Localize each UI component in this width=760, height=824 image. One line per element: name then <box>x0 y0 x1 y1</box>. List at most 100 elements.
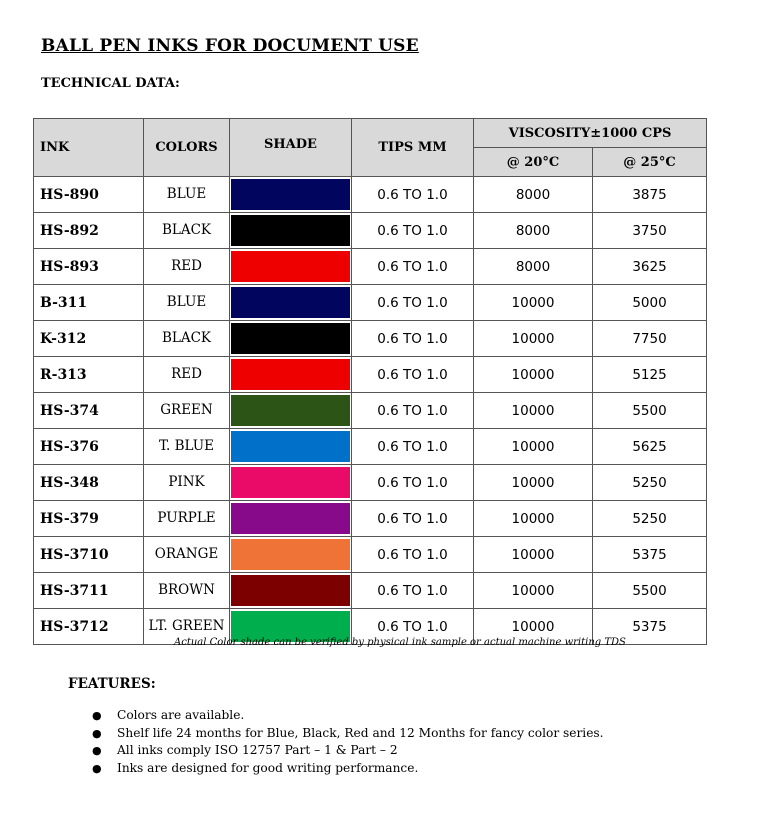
ink-code-cell: HS-893 <box>33 248 144 285</box>
header-colors: COLORS <box>143 118 230 177</box>
tips-cell: 0.6 TO 1.0 <box>351 536 474 573</box>
shade-cell <box>229 248 352 285</box>
ink-code-cell: HS-890 <box>33 176 144 213</box>
tips-cell: 0.6 TO 1.0 <box>351 284 474 321</box>
shade-swatch <box>231 179 350 210</box>
table-row: K-312 BLACK 0.6 TO 1.0 10000 7750 <box>33 320 708 357</box>
viscosity-25c-cell: 5625 <box>591 428 708 465</box>
ink-code-cell: HS-374 <box>33 392 144 429</box>
color-name-cell: BLUE <box>143 284 230 321</box>
table-row: HS-890 BLUE 0.6 TO 1.0 8000 3875 <box>33 176 708 213</box>
header-viscosity-20c: @ 20°C <box>473 147 593 177</box>
tips-cell: 0.6 TO 1.0 <box>351 320 474 357</box>
ink-code-cell: R-313 <box>33 356 144 393</box>
shade-swatch <box>231 467 350 498</box>
viscosity-25c-cell: 5375 <box>591 608 708 645</box>
viscosity-20c-cell: 10000 <box>473 608 593 645</box>
shade-cell <box>229 428 352 465</box>
viscosity-20c-cell: 8000 <box>473 176 593 213</box>
shade-swatch <box>231 215 350 246</box>
ink-code-cell: B-311 <box>33 284 144 321</box>
shade-cell <box>229 320 352 357</box>
ink-code-cell: K-312 <box>33 320 144 357</box>
shade-swatch <box>231 575 350 606</box>
viscosity-20c-cell: 10000 <box>473 500 593 537</box>
color-name-cell: PURPLE <box>143 500 230 537</box>
tips-cell: 0.6 TO 1.0 <box>351 392 474 429</box>
viscosity-25c-cell: 5250 <box>591 464 708 501</box>
table-row: HS-893 RED 0.6 TO 1.0 8000 3625 <box>33 248 708 285</box>
viscosity-20c-cell: 10000 <box>473 572 593 609</box>
table-row: R-313 RED 0.6 TO 1.0 10000 5125 <box>33 356 708 393</box>
ink-code-cell: HS-376 <box>33 428 144 465</box>
ink-specs-table: INK COLORS SHADE TIPS MM VISCOSITY±1000 … <box>33 118 708 645</box>
table-row: HS-3712 LT. GREEN 0.6 TO 1.0 10000 5375 <box>33 608 708 645</box>
document-title: BALL PEN INKS FOR DOCUMENT USE <box>41 36 419 56</box>
color-name-cell: BLACK <box>143 320 230 357</box>
viscosity-25c-cell: 5375 <box>591 536 708 573</box>
feature-text: Shelf life 24 months for Blue, Black, Re… <box>117 725 604 740</box>
shade-swatch <box>231 539 350 570</box>
viscosity-20c-cell: 10000 <box>473 392 593 429</box>
table-row: HS-3711 BROWN 0.6 TO 1.0 10000 5500 <box>33 572 708 609</box>
table-row: HS-379 PURPLE 0.6 TO 1.0 10000 5250 <box>33 500 708 537</box>
viscosity-20c-cell: 10000 <box>473 536 593 573</box>
header-viscosity: VISCOSITY±1000 CPS <box>472 118 708 148</box>
shade-cell <box>229 356 352 393</box>
color-name-cell: BLUE <box>143 176 230 213</box>
header-shade: SHADE <box>229 118 352 177</box>
shade-swatch <box>231 359 350 390</box>
color-name-cell: GREEN <box>143 392 230 429</box>
shade-swatch <box>231 251 350 282</box>
shade-swatch <box>231 431 350 462</box>
color-name-cell: RED <box>143 248 230 285</box>
shade-cell <box>229 212 352 249</box>
header-ink: INK <box>33 118 144 177</box>
features-list: ● Colors are available. ● Shelf life 24 mon… <box>92 707 604 777</box>
ink-code-cell: HS-348 <box>33 464 144 501</box>
ink-code-cell: HS-3711 <box>33 572 144 609</box>
table-row: HS-376 T. BLUE 0.6 TO 1.0 10000 5625 <box>33 428 708 465</box>
shade-verification-note: Actual Color shade can be verified by ph… <box>174 637 626 648</box>
header-viscosity-25c: @ 25°C <box>591 147 708 177</box>
shade-swatch <box>231 395 350 426</box>
shade-cell <box>229 284 352 321</box>
tips-cell: 0.6 TO 1.0 <box>351 428 474 465</box>
ink-code-cell: HS-3712 <box>33 608 144 645</box>
viscosity-25c-cell: 3625 <box>591 248 708 285</box>
tips-cell: 0.6 TO 1.0 <box>351 176 474 213</box>
shade-cell <box>229 176 352 213</box>
viscosity-20c-cell: 8000 <box>473 248 593 285</box>
table-row: B-311 BLUE 0.6 TO 1.0 10000 5000 <box>33 284 708 321</box>
shade-swatch <box>231 611 350 642</box>
table-row: HS-348 PINK 0.6 TO 1.0 10000 5250 <box>33 464 708 501</box>
viscosity-20c-cell: 8000 <box>473 212 593 249</box>
tips-cell: 0.6 TO 1.0 <box>351 500 474 537</box>
tips-cell: 0.6 TO 1.0 <box>351 608 474 645</box>
color-name-cell: BROWN <box>143 572 230 609</box>
feature-item: ● Colors are available. <box>92 707 604 725</box>
viscosity-25c-cell: 7750 <box>591 320 708 357</box>
feature-item: ● Shelf life 24 months for Blue, Black, R… <box>92 725 604 743</box>
shade-cell <box>229 500 352 537</box>
ink-code-cell: HS-892 <box>33 212 144 249</box>
feature-text: Inks are designed for good writing perfo… <box>117 760 419 775</box>
table-row: HS-892 BLACK 0.6 TO 1.0 8000 3750 <box>33 212 708 249</box>
viscosity-20c-cell: 10000 <box>473 356 593 393</box>
shade-swatch <box>231 503 350 534</box>
feature-text: All inks comply ISO 12757 Part – 1 & Par… <box>117 743 398 757</box>
color-name-cell: PINK <box>143 464 230 501</box>
feature-item: ● All inks comply ISO 12757 Part – 1 & Pa… <box>92 742 604 760</box>
feature-item: ● Inks are designed for good writing perf… <box>92 760 604 778</box>
viscosity-25c-cell: 5250 <box>591 500 708 537</box>
shade-swatch <box>231 287 350 318</box>
shade-swatch <box>231 323 350 354</box>
ink-code-cell: HS-3710 <box>33 536 144 573</box>
viscosity-20c-cell: 10000 <box>473 464 593 501</box>
color-name-cell: LT. GREEN <box>143 608 230 645</box>
table-row: HS-3710 ORANGE 0.6 TO 1.0 10000 5375 <box>33 536 708 573</box>
viscosity-20c-cell: 10000 <box>473 428 593 465</box>
shade-cell <box>229 572 352 609</box>
bullet-icon: ● <box>92 744 102 757</box>
technical-data-heading: TECHNICAL DATA: <box>41 76 180 91</box>
